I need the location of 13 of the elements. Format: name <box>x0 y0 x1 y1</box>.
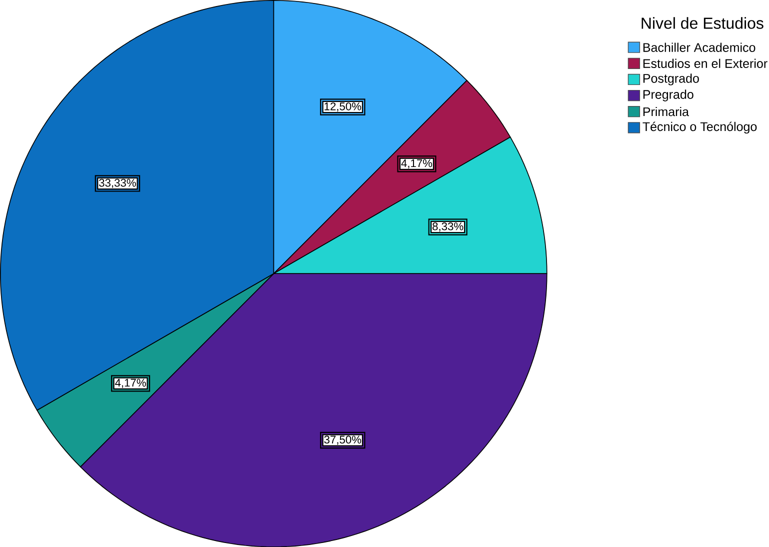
legend-label: Estudios en el Exterior <box>643 58 768 68</box>
data-label: 4,17% <box>115 378 146 388</box>
data-label: 33,33% <box>99 178 136 188</box>
legend-label: Primaria <box>643 106 689 116</box>
legend-label: Técnico o Tecnólogo <box>642 122 757 134</box>
data-label: 4,17% <box>401 159 432 168</box>
data-label: 37,50% <box>324 436 362 445</box>
legend-label: Bachiller Academico <box>643 42 756 52</box>
legend-label: Postgrado <box>643 73 699 86</box>
data-label: 12,50% <box>324 102 362 112</box>
data-label: 8,33% <box>432 222 464 232</box>
legend-label: Pregrado <box>643 90 694 102</box>
legend-title: Nivel de Estudios <box>642 16 764 29</box>
